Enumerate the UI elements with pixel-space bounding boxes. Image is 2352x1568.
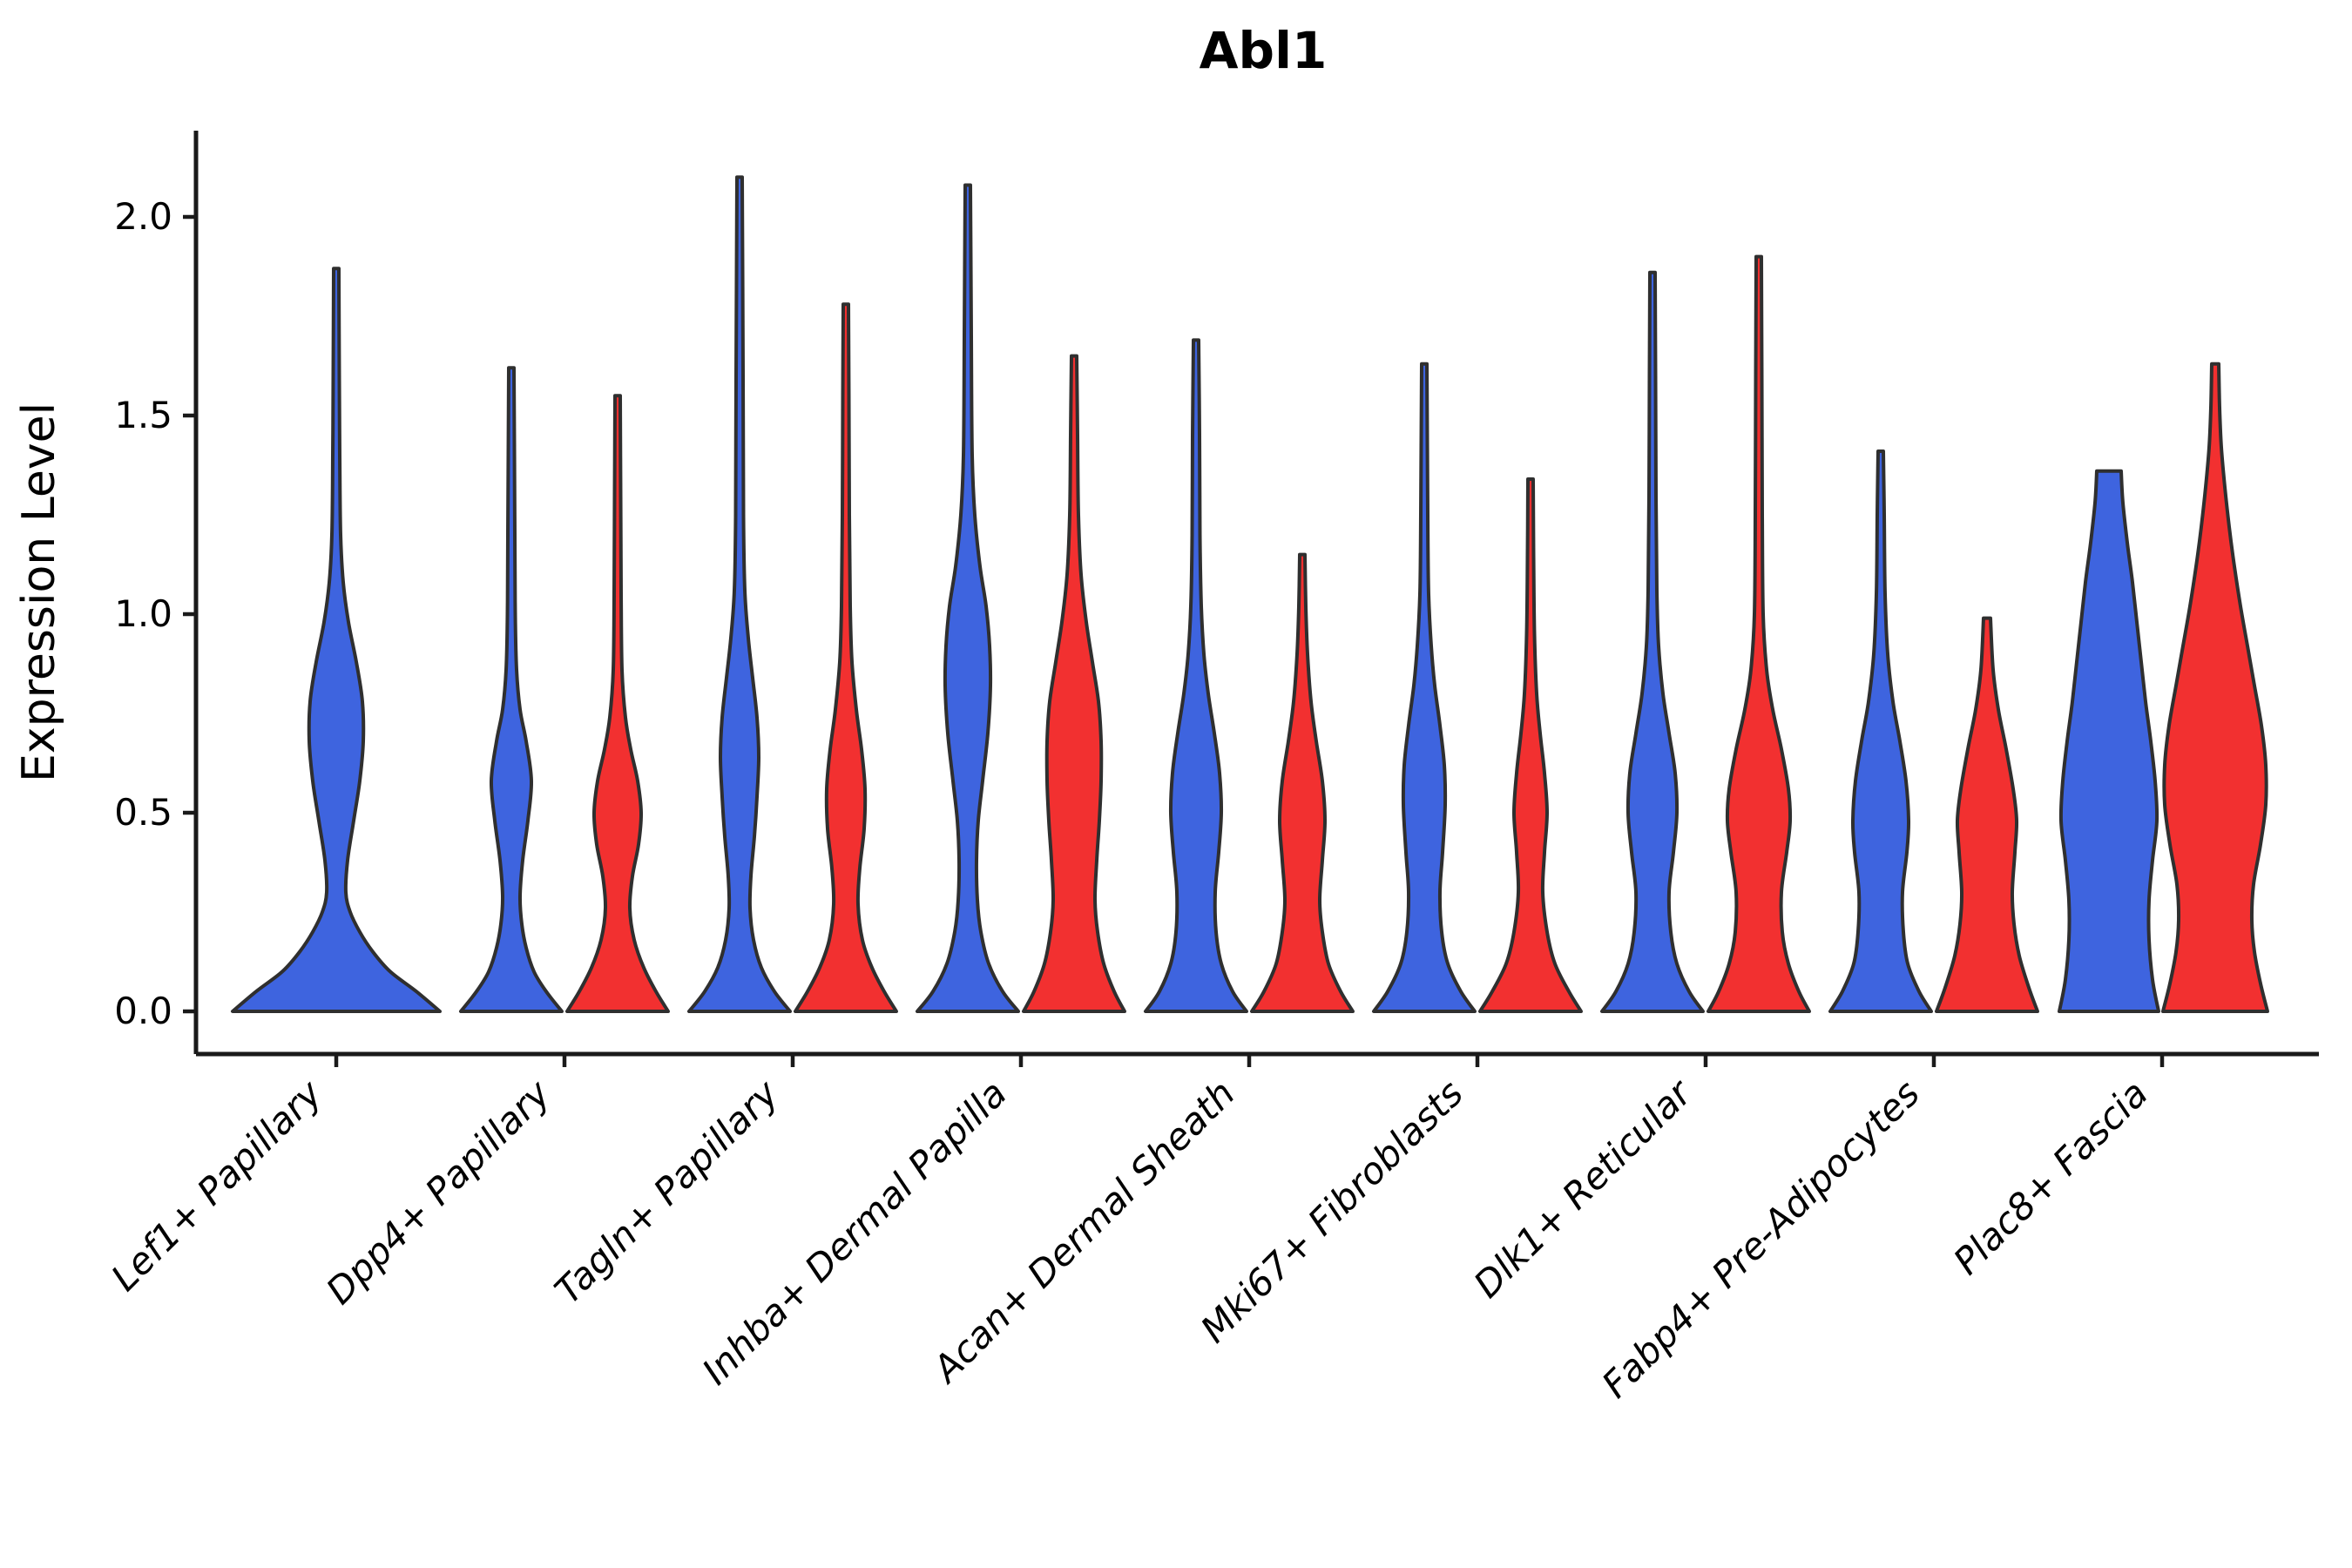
violin-acan-dermal-sheath-blue bbox=[1144, 338, 1248, 1013]
y-tick-label: 0.5 bbox=[114, 791, 172, 834]
violin-dlk1-reticular-red bbox=[1707, 254, 1811, 1013]
violin-plac8-fascia-blue bbox=[2058, 469, 2160, 1013]
violin-lef1-papillary-blue bbox=[231, 267, 442, 1013]
y-tick-label: 0.0 bbox=[114, 990, 172, 1032]
violin-inhba-dermal-papilla-red bbox=[1022, 354, 1126, 1013]
violin-dpp4-papillary-red bbox=[565, 394, 670, 1013]
violin-inhba-dermal-papilla-blue bbox=[916, 183, 1020, 1013]
violin-shapes bbox=[231, 175, 2269, 1013]
violin-tagln-papillary-blue bbox=[687, 175, 792, 1013]
x-tick-label-plac8-fascia: Plac8+ Fascia bbox=[1945, 1071, 2156, 1282]
violin-fabp4-pre-adipocytes-red bbox=[1935, 616, 2039, 1013]
axes bbox=[183, 131, 2319, 1067]
y-tick-label: 2.0 bbox=[114, 195, 172, 238]
y-tick-label: 1.5 bbox=[114, 394, 172, 436]
x-tick-label-dpp4-papillary: Dpp4+ Papillary bbox=[318, 1071, 559, 1313]
x-tick-label-mki67-fibroblasts: Mki67+ Fibroblasts bbox=[1193, 1071, 1471, 1350]
violin-dlk1-reticular-blue bbox=[1600, 270, 1705, 1013]
violin-acan-dermal-sheath-red bbox=[1250, 552, 1355, 1013]
x-tick-label-tagln-papillary: Tagln+ Papillary bbox=[546, 1071, 787, 1313]
violin-plac8-fascia-red bbox=[2161, 362, 2269, 1013]
violin-tagln-papillary-red bbox=[794, 302, 898, 1013]
violin-mki67-fibroblasts-blue bbox=[1372, 362, 1477, 1013]
violin-mki67-fibroblasts-red bbox=[1478, 477, 1583, 1013]
y-axis-label: Expression Level bbox=[13, 402, 65, 782]
y-tick-label: 1.0 bbox=[114, 592, 172, 635]
violin-fabp4-pre-adipocytes-blue bbox=[1828, 449, 1933, 1013]
violin-dpp4-papillary-blue bbox=[459, 366, 564, 1013]
y-tick-labels: 0.0 0.5 1.0 1.5 2.0 bbox=[114, 195, 172, 1032]
plot-title: Abl1 bbox=[1200, 21, 1328, 80]
x-tick-label-lef1-papillary: Lef1+ Papillary bbox=[103, 1071, 331, 1300]
x-tick-label-dlk1-reticular: Dlk1+ Reticular bbox=[1465, 1070, 1701, 1306]
